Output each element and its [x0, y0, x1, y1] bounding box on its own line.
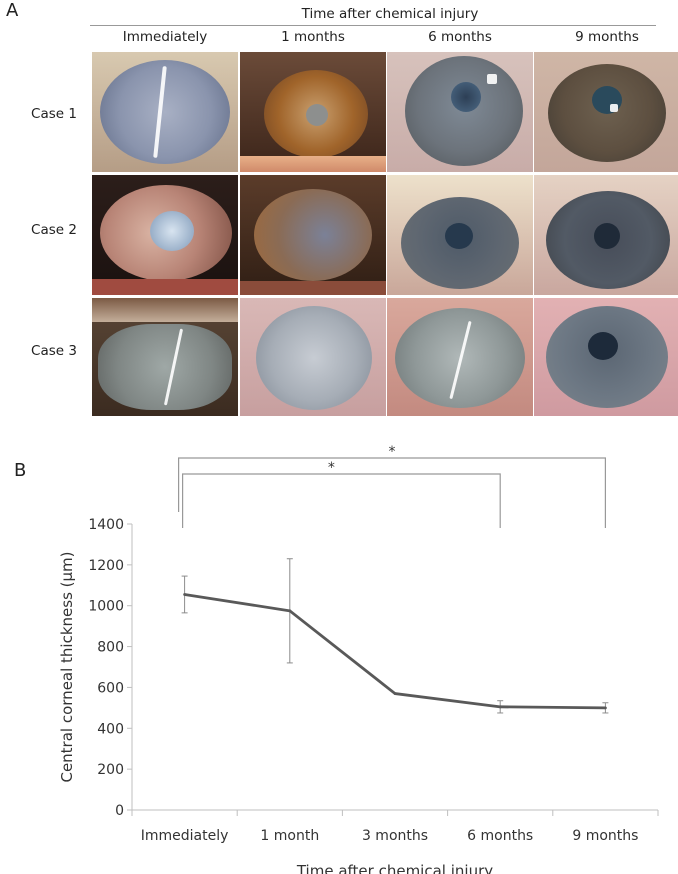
panel-a-label: A: [6, 0, 19, 21]
data-point: [498, 705, 502, 709]
y-tick-label: 1000: [88, 599, 124, 615]
thickness-line-chart: * * 0 200 400 600 800 1000 1200 1400 Immediately 1…: [58, 444, 659, 874]
eye-photo-case2-immediately: [92, 175, 238, 295]
row-header-case-2: Case 2: [31, 222, 77, 238]
column-header-1-months: 1 months: [281, 29, 345, 45]
x-tick-label: Immediately: [141, 828, 229, 844]
significance-bracket: [182, 473, 501, 528]
eye-photo-case1-immediately: [92, 52, 238, 172]
data-point: [288, 609, 292, 613]
eye-photo-case3-immediately: [92, 298, 238, 416]
x-tick-label: 6 months: [467, 828, 533, 844]
row-header-case-3: Case 3: [31, 343, 77, 359]
eye-photo-case3-9-months: [534, 298, 678, 416]
column-header-6-months: 6 months: [428, 29, 492, 45]
row-header-case-1: Case 1: [31, 106, 77, 122]
data-point: [393, 692, 397, 695]
y-tick-label: 600: [97, 680, 124, 696]
eye-photo-case1-1-month: [240, 52, 386, 172]
x-tick-label: 9 months: [572, 828, 638, 844]
eye-photo-case1-9-months: [534, 52, 678, 172]
data-point: [604, 706, 607, 710]
column-header-immediately: Immediately: [122, 29, 208, 45]
y-axis-label: Central corneal thickness (μm): [58, 551, 76, 782]
data-point: [183, 593, 187, 596]
y-tick-label: 400: [97, 721, 124, 737]
eye-photo-case2-6-months: [387, 175, 533, 295]
eye-photo-case3-1-month: [240, 298, 386, 416]
x-tick-label: 3 months: [362, 828, 428, 844]
y-tick-label: 200: [97, 762, 124, 778]
significance-bracket: [178, 457, 606, 528]
super-title-rule: [90, 25, 656, 26]
eye-photo-case2-9-months: [534, 175, 678, 295]
y-tick-label: 800: [97, 640, 124, 656]
y-tick-label: 1200: [88, 558, 124, 574]
significance-star: *: [389, 444, 396, 460]
eye-photo-case2-1-month: [240, 175, 386, 295]
significance-star: *: [328, 460, 335, 476]
super-title: Time after chemical injury: [301, 6, 479, 22]
eye-photo-case3-6-months: [387, 298, 533, 416]
x-axis-label: Time after chemical injury: [296, 862, 493, 874]
x-tick-label: 1 month: [260, 828, 319, 844]
eye-photo-case1-6-months: [387, 52, 533, 172]
panel-b-label: B: [14, 460, 27, 481]
series-line: [184, 593, 606, 710]
column-header-9-months: 9 months: [575, 29, 639, 45]
y-tick-label: 1400: [88, 517, 124, 533]
y-tick-label: 0: [115, 803, 124, 819]
